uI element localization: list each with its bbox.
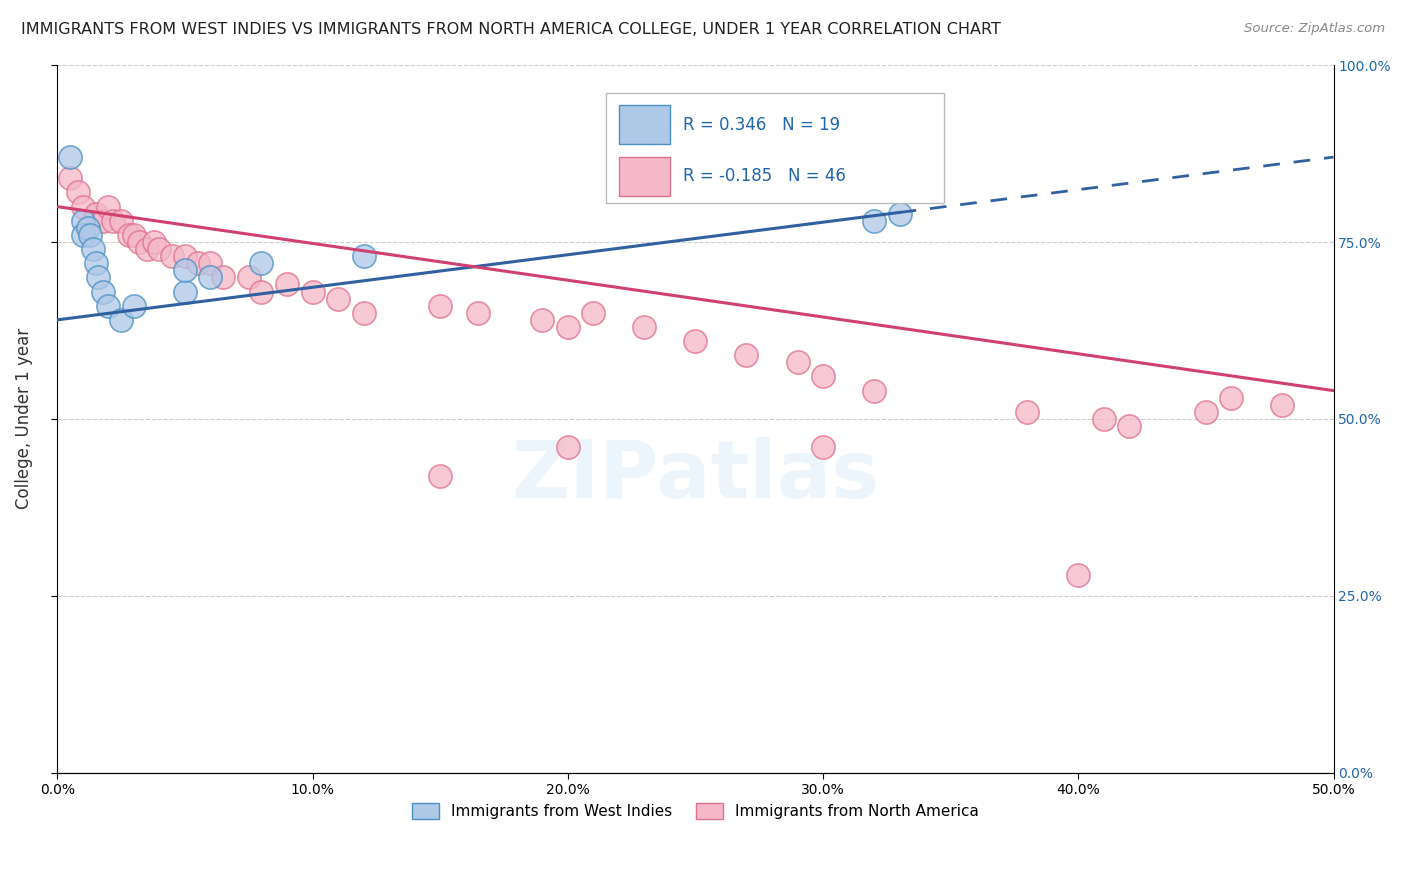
Legend: Immigrants from West Indies, Immigrants from North America: Immigrants from West Indies, Immigrants …: [405, 797, 986, 825]
Point: [250, 285, 273, 299]
Point: [128, 235, 150, 249]
Point: [200, 270, 222, 285]
Point: [72, 200, 94, 214]
Point: [1195, 405, 1218, 419]
FancyBboxPatch shape: [606, 94, 945, 203]
Point: [59, 171, 82, 186]
Point: [200, 256, 222, 270]
Point: [97, 200, 120, 214]
Point: [889, 207, 911, 221]
Point: [276, 277, 298, 292]
Point: [91, 214, 114, 228]
Point: [326, 292, 349, 306]
Point: [1220, 391, 1243, 405]
Point: [160, 249, 183, 263]
Point: [148, 242, 170, 256]
Text: R = 0.346   N = 19: R = 0.346 N = 19: [683, 116, 839, 134]
Point: [429, 299, 451, 313]
Y-axis label: College, Under 1 year: College, Under 1 year: [15, 328, 32, 509]
FancyBboxPatch shape: [619, 157, 669, 196]
Point: [174, 263, 197, 277]
Point: [110, 214, 132, 228]
Point: [122, 227, 145, 242]
Point: [1017, 405, 1039, 419]
Point: [91, 285, 114, 299]
Point: [1092, 412, 1115, 426]
Point: [79, 227, 101, 242]
Point: [301, 285, 323, 299]
Point: [174, 249, 197, 263]
Point: [557, 440, 579, 454]
Point: [135, 242, 157, 256]
Point: [582, 306, 605, 320]
Point: [82, 242, 104, 256]
Point: [633, 320, 655, 334]
Point: [212, 270, 235, 285]
Point: [143, 235, 166, 249]
Point: [122, 299, 145, 313]
Point: [84, 207, 107, 221]
Point: [66, 186, 89, 200]
Point: [531, 313, 554, 327]
Point: [72, 214, 94, 228]
Point: [353, 306, 375, 320]
Point: [59, 150, 82, 164]
Point: [811, 369, 834, 384]
Point: [1067, 567, 1090, 582]
Text: IMMIGRANTS FROM WEST INDIES VS IMMIGRANTS FROM NORTH AMERICA COLLEGE, UNDER 1 YE: IMMIGRANTS FROM WEST INDIES VS IMMIGRANT…: [21, 22, 1001, 37]
Point: [174, 285, 197, 299]
Text: R = -0.185   N = 46: R = -0.185 N = 46: [683, 167, 845, 186]
Point: [1118, 419, 1140, 434]
Point: [87, 270, 110, 285]
Point: [118, 227, 141, 242]
Point: [97, 299, 120, 313]
Point: [786, 355, 808, 369]
Point: [110, 313, 132, 327]
Text: ZIPatlas: ZIPatlas: [512, 436, 880, 515]
Point: [863, 384, 886, 398]
Point: [863, 214, 886, 228]
Point: [250, 256, 273, 270]
Point: [353, 249, 375, 263]
Point: [735, 348, 758, 362]
Point: [811, 440, 834, 454]
Point: [77, 220, 100, 235]
Point: [429, 468, 451, 483]
Text: Source: ZipAtlas.com: Source: ZipAtlas.com: [1244, 22, 1385, 36]
Point: [238, 270, 260, 285]
Point: [187, 256, 209, 270]
Point: [685, 334, 707, 348]
Point: [84, 256, 107, 270]
FancyBboxPatch shape: [619, 105, 669, 145]
Point: [557, 320, 579, 334]
Point: [1271, 398, 1294, 412]
Point: [103, 214, 125, 228]
Point: [467, 306, 489, 320]
Point: [72, 227, 94, 242]
